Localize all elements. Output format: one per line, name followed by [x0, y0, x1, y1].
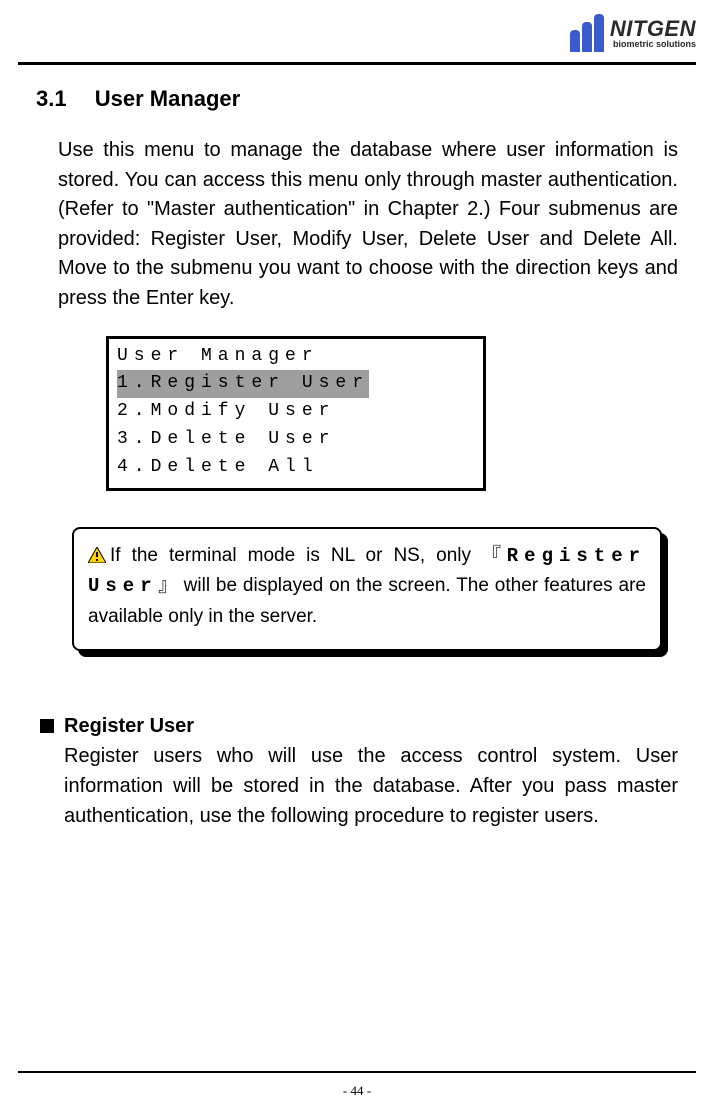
footer-rule — [18, 1071, 696, 1073]
logo-bars-icon — [570, 14, 606, 52]
note-prefix: If the terminal mode is NL or NS, only — [110, 545, 482, 566]
subsection: Register User Register users who will us… — [36, 715, 678, 831]
page-number: - 44 - — [0, 1083, 714, 1099]
subsection-heading: Register User — [40, 715, 678, 738]
note-quote-open: 『 — [482, 545, 507, 566]
screen-item-2: 2.Modify User — [117, 398, 475, 426]
section-number: 3.1 — [36, 86, 67, 112]
logo-brand: NITGEN — [610, 18, 696, 40]
square-bullet-icon — [40, 719, 54, 733]
content: 3.1 User Manager Use this menu to manage… — [36, 86, 678, 831]
logo-bar-1 — [570, 30, 580, 52]
note-content: If the terminal mode is NL or NS, only 『… — [72, 527, 662, 651]
section-title: User Manager — [95, 86, 241, 112]
section-paragraph: Use this menu to manage the database whe… — [36, 136, 678, 314]
logo-text: NITGEN biometric solutions — [610, 18, 696, 49]
screen-item-1: 1.Register User — [117, 370, 369, 398]
logo-bar-3 — [594, 14, 604, 52]
screen-item-4: 4.Delete All — [117, 454, 475, 482]
page: NITGEN biometric solutions 3.1 User Mana… — [0, 0, 714, 1113]
logo-tagline: biometric solutions — [610, 40, 696, 49]
note-quote-close: 』 — [158, 575, 178, 596]
logo-bar-2 — [582, 22, 592, 52]
warning-icon — [88, 543, 106, 559]
subsection-title: Register User — [64, 715, 194, 737]
device-screen: User Manager 1.Register User 2.Modify Us… — [106, 336, 486, 491]
header-rule — [18, 62, 696, 65]
section-heading: 3.1 User Manager — [36, 86, 678, 112]
screen-item-3: 3.Delete User — [117, 426, 475, 454]
screen-title: User Manager — [117, 343, 475, 371]
logo: NITGEN biometric solutions — [570, 14, 696, 52]
subsection-paragraph: Register users who will use the access c… — [40, 742, 678, 831]
note-box: If the terminal mode is NL or NS, only 『… — [72, 527, 662, 651]
